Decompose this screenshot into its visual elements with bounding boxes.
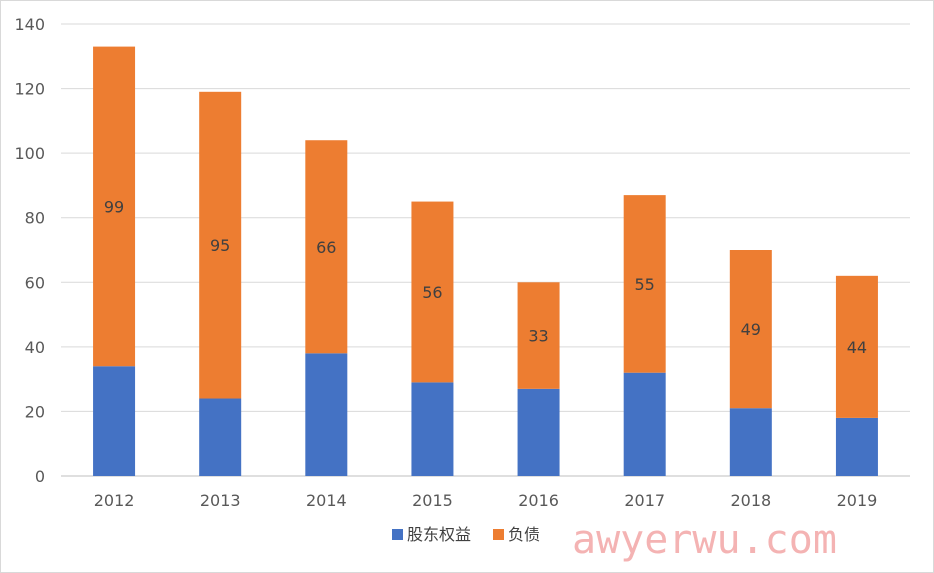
x-tick-label: 2013 [200, 491, 241, 510]
x-tick-label: 2012 [94, 491, 135, 510]
x-tick-label: 2018 [730, 491, 771, 510]
data-label: 66 [316, 238, 336, 257]
bar-segment-equity [93, 366, 136, 476]
x-axis: 2012 2013 2014 2015 2016 2017 2018 2019 [94, 491, 878, 510]
legend-swatch-equity [392, 529, 403, 540]
x-tick-label: 2019 [837, 491, 878, 510]
bar-segment-equity [729, 408, 772, 476]
y-tick-label: 60 [25, 273, 45, 292]
y-tick-label: 0 [35, 467, 45, 486]
legend-label: 股东权益 [407, 525, 471, 544]
bar-segment-liabilities [729, 250, 772, 409]
x-tick-label: 2014 [306, 491, 347, 510]
bars [93, 46, 878, 476]
bar-segment-equity [199, 398, 242, 476]
data-label: 44 [847, 338, 867, 357]
y-tick-label: 20 [25, 402, 45, 421]
y-tick-label: 80 [25, 209, 45, 228]
data-label: 55 [635, 275, 655, 294]
data-label: 95 [210, 236, 230, 255]
bar-segment-equity [411, 382, 454, 476]
y-tick-label: 140 [14, 15, 45, 34]
legend: 股东权益 负债 [392, 525, 540, 544]
bar-segment-equity [623, 372, 666, 476]
bar-segment-liabilities [623, 195, 666, 373]
x-tick-label: 2017 [624, 491, 665, 510]
bar-segment-liabilities [411, 201, 454, 383]
y-tick-label: 120 [14, 80, 45, 99]
bar-segment-liabilities [517, 282, 560, 389]
data-labels: 99 95 66 56 33 55 49 44 [104, 197, 867, 356]
data-label: 56 [422, 283, 442, 302]
bar-segment-equity [305, 353, 348, 476]
x-tick-label: 2016 [518, 491, 559, 510]
legend-label: 负债 [508, 525, 540, 544]
gridlines [61, 23, 910, 477]
y-axis: 0 20 40 60 80 100 120 140 [14, 15, 45, 486]
watermark-text: awyerwu.com [572, 517, 837, 563]
bar-segment-liabilities [835, 275, 878, 418]
legend-swatch-liabilities [493, 529, 504, 540]
bar-segment-equity [835, 417, 878, 476]
bar-segment-liabilities [199, 91, 242, 399]
y-tick-label: 40 [25, 338, 45, 357]
data-label: 33 [528, 327, 548, 346]
x-tick-label: 2015 [412, 491, 453, 510]
bar-segment-liabilities [305, 140, 348, 354]
data-label: 49 [741, 320, 761, 339]
data-label: 99 [104, 197, 124, 216]
y-tick-label: 100 [14, 144, 45, 163]
bar-segment-equity [517, 388, 560, 476]
bar-segment-liabilities [93, 46, 136, 367]
